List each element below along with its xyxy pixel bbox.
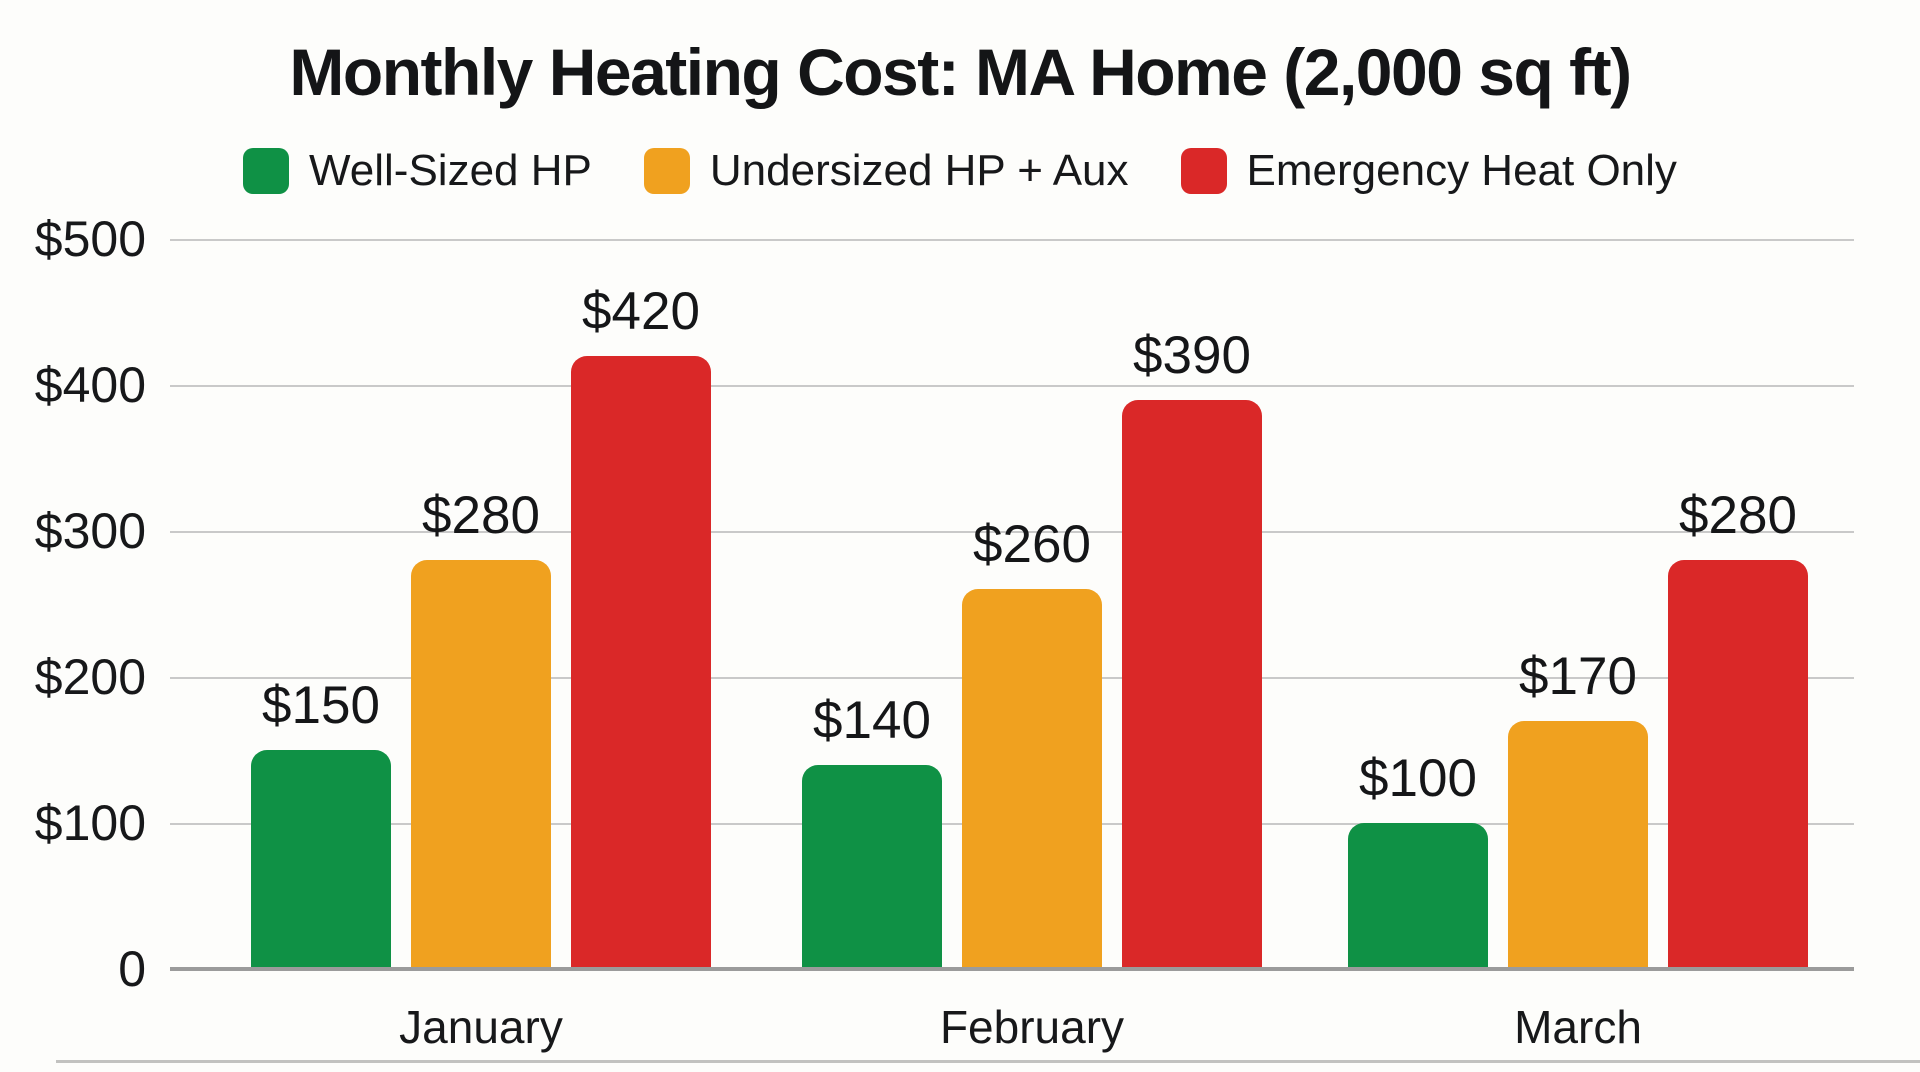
bar-january-series-1 — [411, 560, 551, 969]
legend-label: Emergency Heat Only — [1246, 146, 1677, 195]
legend-swatch-icon — [1180, 148, 1227, 194]
y-tick-label: $500 — [34, 211, 146, 267]
value-label: $100 — [1359, 749, 1477, 808]
legend-item-series-2: Emergency Heat Only — [1180, 146, 1677, 196]
legend-label: Undersized HP + Aux — [709, 146, 1129, 195]
x-axis-label-february: February — [939, 1001, 1125, 1053]
bar-march-series-2 — [1668, 560, 1808, 969]
bar-february-series-2 — [1122, 399, 1262, 969]
value-label: $390 — [1133, 325, 1251, 385]
x-axis-label-january: January — [399, 1001, 563, 1053]
value-label: $280 — [1679, 486, 1797, 546]
bar-march-series-1 — [1508, 720, 1648, 969]
gridline-400 — [170, 385, 1854, 387]
value-label: $420 — [582, 281, 700, 341]
value-label: $170 — [1519, 646, 1637, 706]
legend-item-series-1: Undersized HP + Aux — [643, 146, 1129, 196]
legend-item-series-0: Well-Sized HP — [243, 146, 592, 196]
bottom-divider — [56, 1060, 1920, 1063]
bar-january-series-2 — [571, 355, 711, 969]
value-label: $150 — [262, 676, 380, 735]
value-label: $280 — [422, 486, 540, 546]
y-tick-label: $300 — [34, 503, 146, 559]
legend-label: Well-Sized HP — [309, 146, 592, 195]
y-tick-label: $400 — [34, 357, 146, 413]
legend-swatch-icon — [643, 148, 690, 194]
bar-february-series-0 — [802, 764, 942, 969]
y-tick-label: 0 — [118, 941, 146, 997]
x-axis-baseline — [170, 967, 1854, 971]
plot-area: $500 $400 $300 $200 $100 0 $150 $280 $420 $140 $26… — [35, 211, 1854, 997]
value-label: $260 — [973, 515, 1091, 575]
x-axis-label-march: March — [1514, 1001, 1642, 1053]
y-tick-label: $100 — [34, 795, 146, 851]
value-label: $140 — [813, 690, 931, 750]
legend: Well-Sized HP Undersized HP + Aux Emergenc… — [0, 146, 1920, 196]
bar-january-series-0 — [251, 750, 391, 969]
chart-title: Monthly Heating Cost: MA Home (2,000 sq … — [289, 35, 1632, 109]
bar-march-series-0 — [1348, 823, 1488, 969]
gridline-300 — [170, 531, 1854, 533]
y-tick-label: $200 — [34, 649, 146, 705]
bar-february-series-1 — [962, 589, 1102, 969]
gridline-500 — [170, 239, 1854, 241]
legend-swatch-icon — [243, 148, 290, 194]
